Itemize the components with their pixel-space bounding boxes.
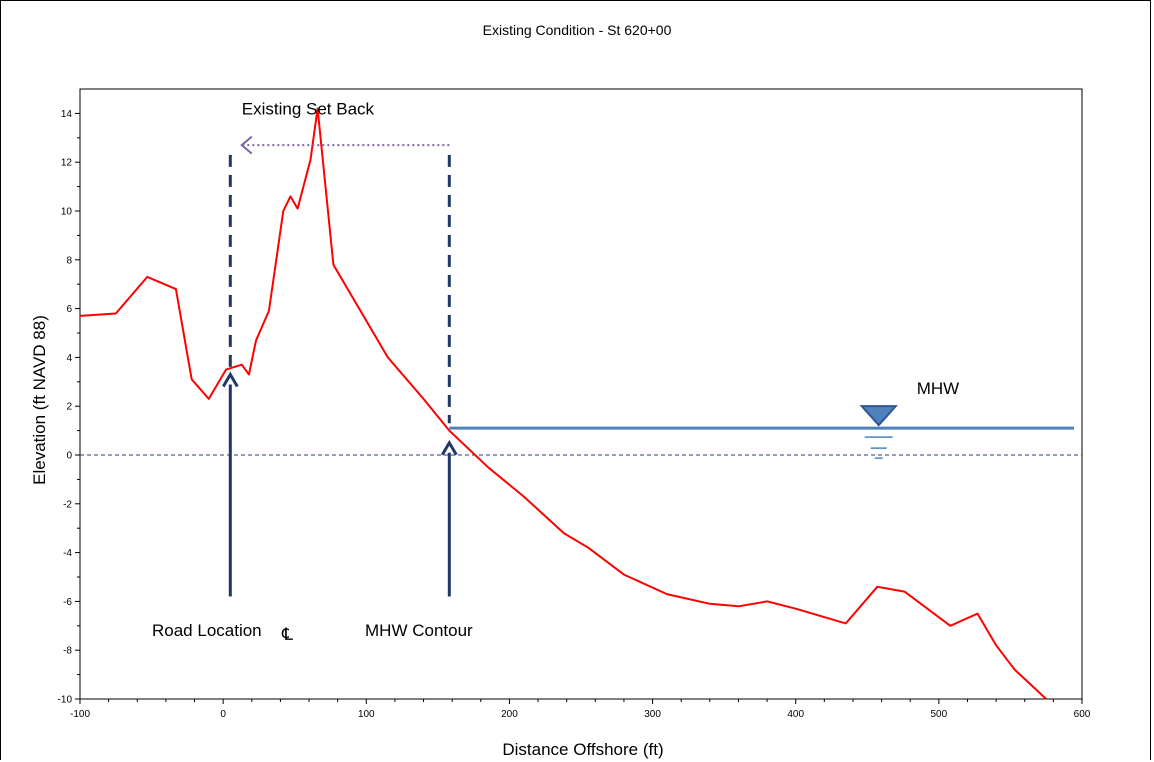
x-tick-label: 200 [501,709,518,720]
setback-label: Existing Set Back [242,100,375,119]
contour-arrow-head [441,439,458,456]
x-axis-title: Distance Offshore (ft) [502,740,663,759]
y-tick-label: 4 [66,353,72,364]
centerline-symbol: ℄ [281,625,293,644]
road-location-label: Road Location [152,621,262,640]
y-tick-label: 2 [66,402,72,413]
plot-area: 14 12 10 8 6 4 2 0 -2 -4 -6 -8 -10 -100 0 100 200 300 400 5… [58,88,1091,720]
mhw-label: MHW [917,379,959,398]
y-tick-label: 0 [66,451,72,462]
y-tick-label: 12 [61,158,73,169]
x-tick-label: -100 [70,709,90,720]
plot-border [79,88,1083,700]
y-tick-label: -2 [63,499,72,510]
y-tick-label: -4 [63,548,72,559]
chart-title: Existing Condition - St 620+00 [482,22,672,38]
x-tick-label: 600 [1074,709,1091,720]
setback-arrow-head [240,135,253,155]
x-tick-label: 400 [787,709,804,720]
x-tick-label: 0 [220,709,226,720]
y-tick-label: 14 [61,109,73,120]
y-tick-label: -8 [63,646,72,657]
profile-series-line [79,107,1047,700]
y-tick-label: -6 [63,597,72,608]
x-tick-label: 100 [358,709,375,720]
y-axis-title: Elevation (ft NAVD 88) [30,315,49,485]
y-tick-label: 8 [66,255,72,266]
mhw-contour-label: MHW Contour [365,621,473,640]
y-tick-label: 6 [66,304,72,315]
x-tick-label: 300 [644,709,661,720]
road-arrow-head [222,371,239,388]
y-tick-label: -10 [58,695,73,706]
water-level-icon [859,405,898,427]
y-tick-label: 10 [61,207,73,218]
x-tick-label: 500 [931,709,948,720]
